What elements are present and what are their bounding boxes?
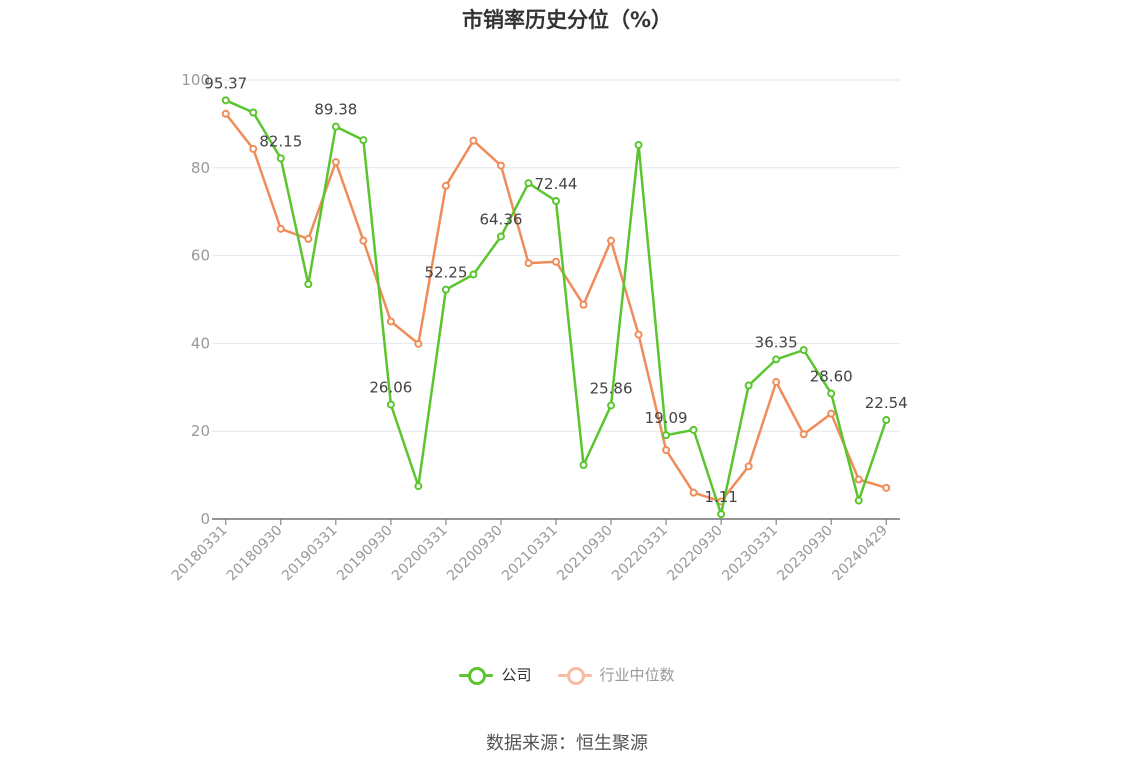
data-point-company (441, 285, 450, 294)
x-tick-label: 20200331 (389, 523, 451, 585)
data-point-industry-median (249, 144, 258, 153)
data-point-industry-median (662, 446, 671, 455)
data-label: 64.36 (479, 210, 522, 228)
y-tick-label: 40 (191, 334, 210, 352)
data-point-company (799, 345, 808, 354)
data-label: 82.15 (259, 132, 302, 150)
data-point-company (331, 122, 340, 131)
data-point-company (607, 401, 616, 410)
x-tick-label: 20210930 (554, 523, 616, 585)
data-point-company (772, 355, 781, 364)
data-point-company (717, 510, 726, 519)
data-point-industry-median (524, 259, 533, 268)
data-label: 22.54 (865, 394, 908, 412)
legend-symbol-company (459, 666, 494, 685)
data-point-company (689, 425, 698, 434)
data-point-industry-median (882, 483, 891, 492)
legend-label-industry-median: 行业中位数 (599, 666, 675, 684)
data-point-industry-median (827, 409, 836, 418)
data-point-industry-median (689, 488, 698, 497)
x-tick-label: 20220930 (664, 523, 726, 585)
x-tick-label: 20210331 (499, 523, 561, 585)
data-label: 1.11 (704, 488, 737, 506)
data-point-industry-median (221, 109, 230, 118)
y-tick-label: 0 (200, 510, 210, 528)
legend-label-company: 公司 (501, 666, 532, 684)
data-point-company (221, 96, 230, 105)
data-point-company (579, 461, 588, 470)
data-point-company (662, 431, 671, 440)
data-point-company (524, 179, 533, 188)
data-point-industry-median (331, 158, 340, 167)
data-point-company (276, 154, 285, 163)
series-line-company (225, 99, 888, 516)
y-tick-label: 60 (191, 247, 210, 265)
data-label: 26.06 (369, 379, 412, 397)
data-point-industry-median (304, 234, 313, 243)
data-point-industry-median (744, 462, 753, 471)
data-point-industry-median (854, 475, 863, 484)
data-point-industry-median (579, 300, 588, 309)
data-point-industry-median (634, 330, 643, 339)
data-point-company (249, 108, 258, 117)
data-point-company (882, 416, 891, 425)
data-point-industry-median (386, 317, 395, 326)
data-label: 89.38 (314, 101, 357, 119)
data-label: 19.09 (645, 409, 688, 427)
data-label: 52.25 (424, 264, 467, 282)
data-point-company (304, 280, 313, 289)
data-point-company (634, 140, 643, 149)
legend-item-company[interactable]: 公司 (459, 664, 532, 685)
x-tick-label: 20190930 (334, 523, 396, 585)
data-point-industry-median (414, 339, 423, 348)
data-point-company (827, 389, 836, 398)
grid-lines (212, 79, 900, 432)
data-point-industry-median (552, 257, 560, 266)
data-point-company (414, 482, 423, 491)
data-point-industry-median (799, 430, 808, 439)
x-tick-label: 20240429 (829, 523, 891, 585)
chart-title: 市销率历史分位（%） (461, 8, 673, 32)
y-tick-label: 100 (181, 71, 210, 89)
data-point-industry-median (496, 161, 505, 170)
data-point-industry-median (359, 236, 368, 245)
y-tick-label: 80 (191, 159, 210, 177)
series-lines (221, 96, 891, 519)
x-tick-label: 20190331 (279, 523, 341, 585)
data-label: 28.60 (810, 367, 853, 385)
legend-symbol-industry-median (557, 666, 592, 685)
data-label: 36.35 (755, 333, 798, 351)
x-tick-label: 20180331 (169, 523, 231, 585)
data-point-company (359, 136, 368, 145)
x-tick-label: 20220331 (609, 523, 671, 585)
legend: 公司 行业中位数 (0, 664, 1134, 685)
x-tick-label: 20230930 (774, 523, 836, 585)
y-tick-label: 20 (191, 422, 210, 440)
data-point-company (469, 270, 478, 279)
x-tick-label: 20200930 (444, 523, 506, 585)
data-label: 95.37 (204, 74, 247, 92)
data-point-industry-median (607, 236, 616, 245)
data-label: 25.86 (590, 379, 633, 397)
data-point-industry-median (276, 224, 285, 233)
data-point-company (552, 196, 560, 205)
data-point-company (744, 381, 753, 390)
data-label: 72.44 (535, 175, 578, 193)
data-point-company (386, 400, 395, 409)
data-point-company (854, 496, 863, 505)
x-tick-label: 20180930 (224, 523, 286, 585)
series-line-industry-median (224, 113, 887, 503)
data-point-industry-median (469, 136, 478, 145)
x-tick-label: 20230331 (719, 523, 781, 585)
data-labels: 95.37 82.15 89.38 26.06 52.25 64.36 72.44 25.86… (204, 74, 907, 506)
data-point-industry-median (772, 378, 781, 387)
data-point-industry-median (441, 181, 450, 190)
source-note: 数据来源：恒生聚源 (486, 733, 648, 754)
legend-item-industry-median[interactable]: 行业中位数 (557, 664, 675, 685)
data-point-company (496, 232, 505, 241)
